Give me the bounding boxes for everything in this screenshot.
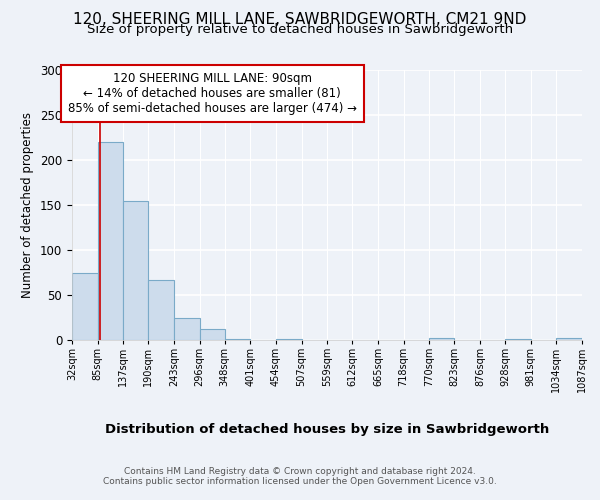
Bar [505, 339, 531, 340]
Bar [123, 200, 148, 340]
Text: Contains public sector information licensed under the Open Government Licence v3: Contains public sector information licen… [103, 478, 497, 486]
Bar [429, 338, 454, 340]
Bar [200, 329, 225, 340]
Text: 120, SHEERING MILL LANE, SAWBRIDGEWORTH, CM21 9ND: 120, SHEERING MILL LANE, SAWBRIDGEWORTH,… [73, 12, 527, 28]
Bar [72, 272, 98, 340]
Y-axis label: Number of detached properties: Number of detached properties [22, 112, 34, 298]
Text: Distribution of detached houses by size in Sawbridgeworth: Distribution of detached houses by size … [105, 422, 549, 436]
Bar [276, 339, 302, 340]
Bar [148, 280, 174, 340]
Bar [174, 318, 200, 340]
Bar [98, 142, 123, 340]
Bar [556, 338, 582, 340]
Text: Contains HM Land Registry data © Crown copyright and database right 2024.: Contains HM Land Registry data © Crown c… [124, 468, 476, 476]
Text: 120 SHEERING MILL LANE: 90sqm
← 14% of detached houses are smaller (81)
85% of s: 120 SHEERING MILL LANE: 90sqm ← 14% of d… [68, 72, 356, 115]
Text: Size of property relative to detached houses in Sawbridgeworth: Size of property relative to detached ho… [87, 22, 513, 36]
Bar [225, 339, 250, 340]
